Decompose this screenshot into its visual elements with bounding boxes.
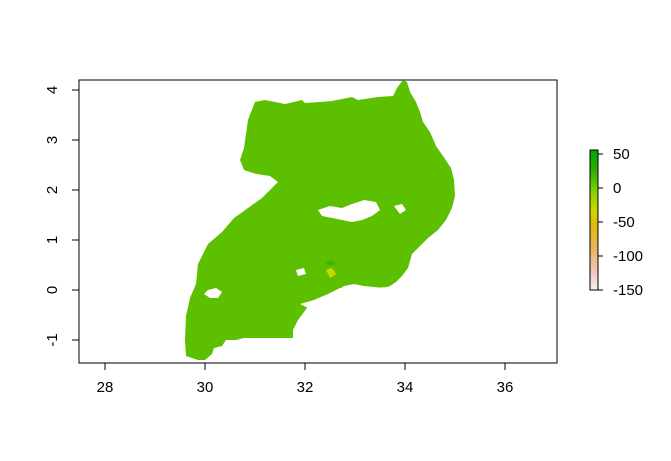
lake-kyoga bbox=[318, 200, 380, 222]
y-tick-label: 0 bbox=[44, 286, 61, 294]
y-tick-label: 1 bbox=[44, 236, 61, 244]
uganda-land bbox=[185, 80, 455, 360]
y-tick-label: 3 bbox=[44, 136, 61, 144]
legend-gradient bbox=[589, 149, 599, 291]
lake-george bbox=[204, 288, 222, 298]
legend-colorbar: 50 0 -50 -100 -150 bbox=[589, 146, 643, 299]
x-tick-label: 32 bbox=[297, 379, 314, 396]
legend-tick-label: 0 bbox=[613, 180, 621, 197]
y-axis: -1 0 1 2 3 4 bbox=[44, 86, 80, 347]
raster-spot-2 bbox=[324, 260, 336, 266]
legend-tick-label: -100 bbox=[613, 248, 643, 265]
lake-small-2 bbox=[296, 268, 306, 276]
lake-victoria-edge bbox=[300, 286, 392, 308]
legend-tick-label: 50 bbox=[613, 146, 630, 163]
x-tick-label: 30 bbox=[197, 379, 214, 396]
x-tick-label: 36 bbox=[497, 379, 514, 396]
y-tick-label: 2 bbox=[44, 186, 61, 194]
legend-tick-label: -150 bbox=[613, 282, 643, 299]
uganda-raster bbox=[185, 80, 455, 360]
y-tick-label: -1 bbox=[44, 333, 61, 346]
x-tick-label: 28 bbox=[97, 379, 114, 396]
legend-tick-label: -50 bbox=[613, 214, 635, 231]
x-axis: 28 30 32 34 36 bbox=[97, 362, 514, 396]
lake-small-1 bbox=[394, 204, 406, 214]
y-tick-label: 4 bbox=[44, 86, 61, 94]
x-tick-label: 34 bbox=[397, 379, 414, 396]
raster-spot bbox=[326, 268, 336, 278]
lake-albert-edge bbox=[246, 174, 276, 200]
